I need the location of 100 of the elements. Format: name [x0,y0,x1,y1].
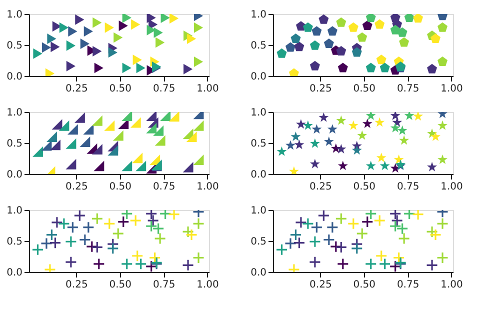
point [285,42,296,52]
x-tick-label: 0.50 [353,280,376,290]
y-tick-label: 0.5 [250,138,266,150]
point [430,132,441,142]
point [122,14,132,23]
point [160,14,170,23]
point [120,258,133,270]
point [294,140,304,150]
point [397,27,408,37]
y-tick-label: 0.5 [6,138,22,150]
point [390,112,400,120]
point [362,118,372,128]
point [288,68,299,76]
x-tick-label: 0.25 [66,84,88,94]
point [276,244,288,256]
x-tick-label: 0.50 [109,182,132,192]
point [146,122,157,134]
point [66,158,76,170]
point [80,38,90,50]
point [194,56,204,67]
point [336,258,349,270]
point [136,62,146,74]
point [134,258,147,270]
point [356,228,368,240]
x-tick-label: 1.00 [440,182,463,192]
point [335,241,348,254]
point [156,37,165,48]
x-tick-label: 0.25 [310,84,332,94]
point [91,212,104,225]
point [293,236,306,249]
point [168,112,180,122]
point [327,124,338,134]
point [94,62,104,74]
point [46,228,58,241]
point [438,56,448,66]
y-tick-label: 1.0 [250,10,266,20]
point [75,14,84,25]
x-tick-label: 0.75 [396,280,420,290]
y-tick-label: 1.0 [6,10,22,20]
point [302,22,313,32]
point [108,145,118,156]
point [426,226,438,238]
point [120,210,133,220]
point [160,112,171,121]
point [389,210,402,220]
point [114,32,123,43]
point [104,22,114,33]
point [352,145,362,155]
point [308,236,321,248]
x-tick-label: 0.75 [152,182,176,192]
point [404,112,414,120]
point [92,144,102,154]
point [168,210,180,220]
point [426,259,438,272]
point [380,160,390,170]
point [132,54,142,66]
point [361,216,374,228]
point [310,60,320,70]
y-tick-label: 0.0 [6,268,22,278]
point [64,236,77,248]
point [389,260,402,272]
point [322,234,335,246]
point [347,218,360,230]
y-tick-label: 1.0 [250,206,266,216]
x-tick-label: 0.25 [66,182,88,192]
point [378,258,391,270]
point [92,17,102,28]
point [302,120,313,130]
point [352,47,362,57]
point [104,120,115,131]
point [308,256,321,268]
point [132,152,143,164]
point [192,252,205,264]
point [427,64,438,74]
point [49,236,62,249]
point [130,214,142,227]
point [438,120,448,130]
point [145,210,158,220]
point [376,152,386,162]
point [83,124,94,135]
x-tick-label: 0.75 [152,84,176,94]
point [42,42,52,53]
point [284,237,297,250]
point [397,125,408,135]
point [67,124,78,135]
point [80,136,90,148]
point [326,221,338,234]
point [336,115,346,125]
point [290,228,302,241]
point [380,62,390,72]
point [290,34,301,44]
point [147,214,160,227]
point [170,14,179,24]
point [112,228,124,240]
point [122,112,132,121]
y-tick-label: 0.0 [250,170,266,180]
point [131,19,140,30]
point [366,160,376,170]
point [159,210,172,220]
y-tick-label: 1.0 [6,206,22,216]
